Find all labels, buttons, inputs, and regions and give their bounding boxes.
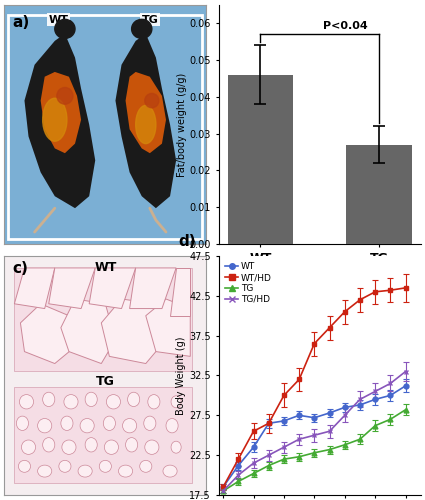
- Ellipse shape: [148, 394, 160, 409]
- Polygon shape: [61, 299, 116, 364]
- Text: TG: TG: [96, 376, 115, 388]
- Ellipse shape: [103, 416, 116, 430]
- FancyBboxPatch shape: [14, 388, 192, 483]
- Polygon shape: [116, 34, 176, 208]
- Bar: [228, 75, 293, 244]
- Ellipse shape: [85, 438, 97, 452]
- Text: WT: WT: [94, 261, 116, 274]
- Polygon shape: [170, 268, 190, 316]
- Ellipse shape: [166, 418, 178, 433]
- Ellipse shape: [99, 460, 111, 472]
- Ellipse shape: [122, 418, 137, 433]
- Text: c): c): [12, 261, 28, 276]
- Ellipse shape: [78, 465, 92, 477]
- Ellipse shape: [119, 465, 133, 477]
- Polygon shape: [89, 268, 136, 308]
- Text: P<0.04: P<0.04: [323, 20, 368, 30]
- Polygon shape: [130, 268, 176, 308]
- Ellipse shape: [145, 94, 159, 108]
- Ellipse shape: [61, 416, 73, 430]
- Ellipse shape: [171, 441, 181, 453]
- Ellipse shape: [136, 106, 156, 144]
- Polygon shape: [125, 72, 166, 153]
- Ellipse shape: [59, 460, 71, 472]
- Y-axis label: Body Weight (g): Body Weight (g): [176, 336, 187, 414]
- Ellipse shape: [42, 438, 55, 452]
- Ellipse shape: [37, 418, 52, 433]
- Ellipse shape: [20, 394, 34, 409]
- Ellipse shape: [140, 460, 152, 472]
- Legend: WT, WT/HD, TG, TG/HD: WT, WT/HD, TG, TG/HD: [223, 260, 274, 306]
- Ellipse shape: [42, 98, 67, 141]
- Polygon shape: [49, 268, 95, 308]
- Text: a): a): [12, 14, 30, 30]
- Polygon shape: [25, 34, 95, 208]
- Ellipse shape: [42, 392, 55, 406]
- Ellipse shape: [171, 396, 181, 408]
- Ellipse shape: [145, 440, 159, 454]
- Ellipse shape: [21, 440, 36, 454]
- Text: WT: WT: [49, 14, 69, 24]
- Ellipse shape: [37, 465, 52, 477]
- FancyBboxPatch shape: [14, 268, 192, 370]
- Ellipse shape: [163, 465, 177, 477]
- Polygon shape: [14, 268, 55, 308]
- Polygon shape: [101, 299, 166, 364]
- Ellipse shape: [125, 438, 138, 452]
- Polygon shape: [20, 304, 75, 364]
- Ellipse shape: [18, 460, 31, 472]
- Ellipse shape: [57, 88, 73, 104]
- Text: d): d): [178, 234, 196, 249]
- Polygon shape: [41, 72, 81, 153]
- Ellipse shape: [64, 394, 78, 409]
- Ellipse shape: [106, 394, 121, 409]
- Ellipse shape: [55, 20, 75, 38]
- Ellipse shape: [104, 440, 119, 454]
- Ellipse shape: [80, 418, 94, 433]
- Ellipse shape: [144, 416, 156, 430]
- Ellipse shape: [132, 20, 152, 38]
- Bar: [346, 144, 411, 244]
- Y-axis label: Fat/body weight (g/g): Fat/body weight (g/g): [177, 72, 187, 176]
- Ellipse shape: [62, 440, 76, 454]
- Ellipse shape: [85, 392, 97, 406]
- Ellipse shape: [17, 416, 28, 430]
- Text: TG: TG: [142, 14, 159, 24]
- Polygon shape: [146, 299, 190, 356]
- Ellipse shape: [128, 392, 140, 406]
